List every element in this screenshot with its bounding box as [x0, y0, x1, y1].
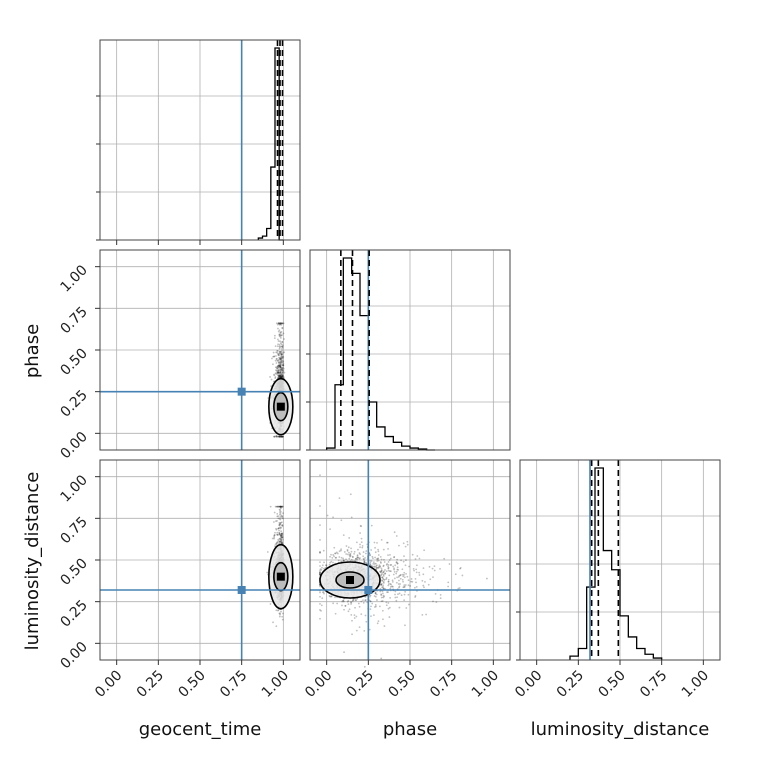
truth-marker — [237, 586, 246, 594]
y-axis-label-phase: phase — [22, 324, 43, 378]
panel-hist-luminosity-distance — [516, 459, 721, 661]
panel-luminosity-distance-vs-phase — [309, 459, 511, 668]
x-axis-label-phase: phase — [383, 719, 437, 740]
panel-phase-vs-geocent-time — [99, 249, 301, 451]
density-peak — [276, 402, 285, 411]
panel-hist-geocent-time — [96, 39, 301, 241]
panel-luminosity-distance-vs-geocent-time — [99, 459, 301, 661]
density-peak — [276, 572, 285, 581]
x-axis-label-geocent-time: geocent_time — [139, 719, 262, 740]
panel-border — [309, 249, 511, 451]
histogram-step — [326, 257, 435, 451]
truth-marker — [364, 586, 373, 594]
panel-hist-phase — [306, 249, 511, 451]
y-axis-label-luminosity-distance: luminosity_distance — [22, 472, 43, 651]
histogram-step — [569, 467, 663, 660]
histogram-step — [257, 47, 284, 241]
truth-marker — [237, 387, 246, 396]
density-peak — [346, 576, 354, 584]
x-axis-label-luminosity-distance: luminosity_distance — [531, 719, 710, 740]
